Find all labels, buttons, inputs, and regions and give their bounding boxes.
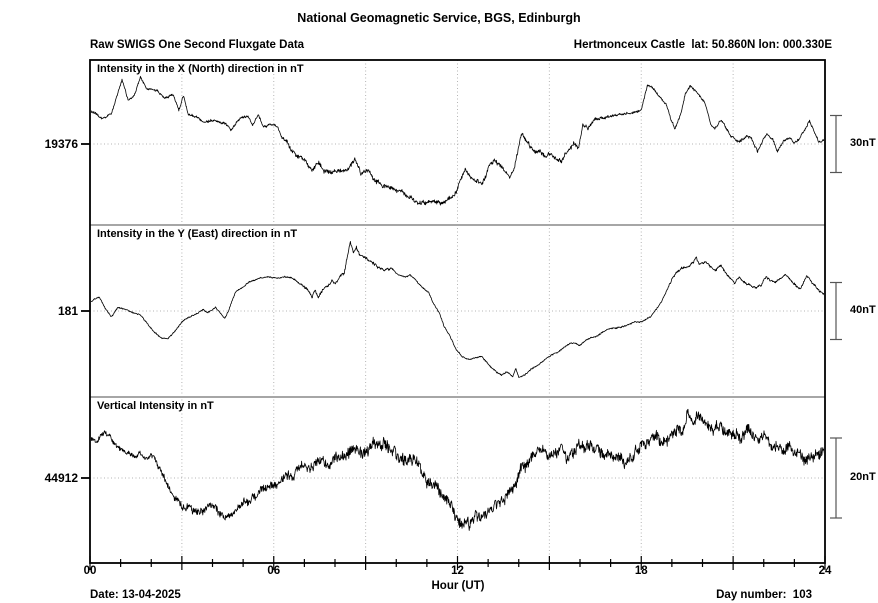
x-tick-label-18: 18 bbox=[634, 565, 648, 577]
x-tick-label-06: 06 bbox=[267, 565, 281, 577]
y-axis-ref-label-y-east: 181 bbox=[57, 304, 78, 318]
day-number-label: Day number: 103 bbox=[716, 589, 812, 601]
station-label: Hertmonceux Castle lat: 50.860N lon: 000… bbox=[573, 39, 832, 51]
scale-bar-label-z-vertical: 20nT bbox=[850, 471, 876, 483]
y-axis-ref-label-z-vertical: 44912 bbox=[44, 471, 78, 485]
page-title: National Geomagnetic Service, BGS, Edinb… bbox=[297, 11, 581, 25]
x-tick-label-00: 00 bbox=[83, 565, 97, 577]
trace-y-east bbox=[91, 240, 824, 378]
x-tick-label-24: 24 bbox=[818, 565, 832, 577]
dataset-label: Raw SWIGS One Second Fluxgate Data bbox=[90, 39, 305, 51]
scale-bar-label-y-east: 40nT bbox=[850, 304, 876, 316]
panel-label-z-vertical: Vertical Intensity in nT bbox=[97, 400, 214, 412]
x-axis-title: Hour (UT) bbox=[431, 580, 485, 592]
scale-bar-label-x-north: 30nT bbox=[850, 137, 876, 149]
y-axis-ref-label-x-north: 19376 bbox=[44, 137, 78, 151]
trace-x-north bbox=[91, 75, 824, 206]
panel-label-y-east: Intensity in the Y (East) direction in n… bbox=[97, 228, 298, 240]
panel-label-x-north: Intensity in the X (North) direction in … bbox=[97, 63, 304, 75]
x-tick-label-12: 12 bbox=[451, 565, 464, 577]
date-label: Date: 13-04-2025 bbox=[90, 589, 181, 601]
trace-z-vertical bbox=[91, 408, 824, 531]
